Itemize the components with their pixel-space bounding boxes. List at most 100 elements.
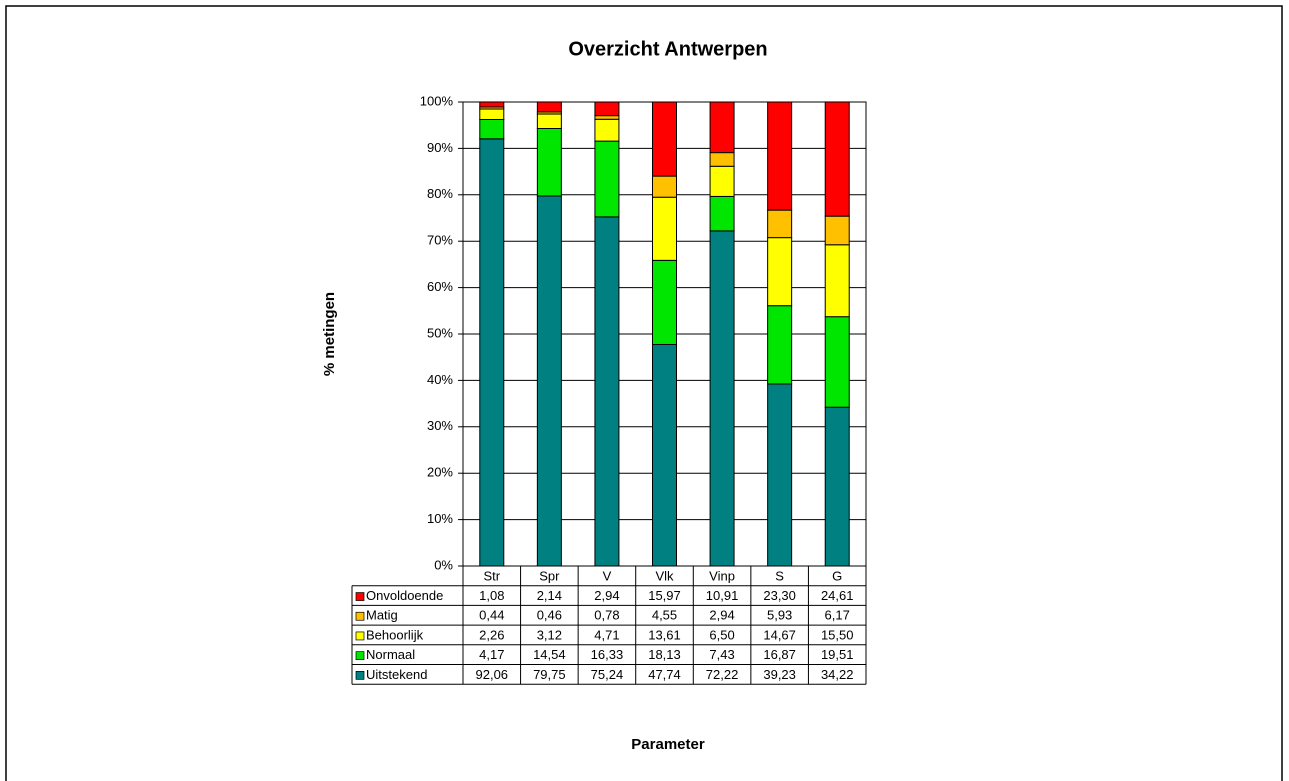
table-value: 18,13 bbox=[648, 647, 681, 662]
y-tick-label: 20% bbox=[427, 465, 453, 480]
x-tick-label: Vinp bbox=[709, 568, 735, 583]
bar-segment bbox=[652, 175, 677, 198]
table-value: 7,43 bbox=[709, 647, 734, 662]
legend-swatch bbox=[355, 631, 365, 641]
y-tick-label: 70% bbox=[427, 233, 453, 248]
bar-segment bbox=[536, 101, 562, 113]
table-value: 79,75 bbox=[533, 667, 566, 682]
table-value: 2,94 bbox=[709, 608, 734, 623]
y-tick-label: 0% bbox=[434, 557, 453, 572]
bar-segment bbox=[652, 101, 677, 177]
y-tick-label: 30% bbox=[427, 418, 453, 433]
table-value: 5,93 bbox=[767, 608, 792, 623]
y-tick-label: 50% bbox=[427, 325, 453, 340]
legend-label: Uitstekend bbox=[366, 667, 427, 682]
bar-segment bbox=[767, 383, 793, 567]
table-value: 2,26 bbox=[479, 627, 504, 642]
table-value: 0,44 bbox=[479, 608, 504, 623]
bar-segment bbox=[824, 406, 850, 567]
table-value: 15,50 bbox=[821, 627, 854, 642]
bar-segment bbox=[824, 316, 850, 408]
bar-segment bbox=[479, 101, 505, 108]
bar-segment bbox=[709, 195, 735, 232]
table-value: 34,22 bbox=[821, 667, 854, 682]
table-value: 19,51 bbox=[821, 647, 854, 662]
bar-segment bbox=[594, 216, 620, 567]
bar-segment bbox=[594, 101, 620, 117]
legend-label: Normaal bbox=[366, 647, 415, 662]
y-tick-label: 90% bbox=[427, 140, 453, 155]
bar-segment bbox=[709, 152, 735, 167]
table-value: 24,61 bbox=[821, 588, 854, 603]
x-tick-label: Vlk bbox=[655, 568, 674, 583]
bar-segment bbox=[479, 108, 505, 120]
y-tick-label: 60% bbox=[427, 279, 453, 294]
legend-swatch bbox=[355, 651, 365, 661]
x-tick-label: V bbox=[603, 568, 612, 583]
legend-swatch bbox=[355, 592, 365, 601]
table-value: 14,67 bbox=[763, 627, 796, 642]
bar-segment bbox=[767, 101, 793, 211]
bar-segment bbox=[652, 343, 677, 567]
table-value: 16,33 bbox=[591, 647, 624, 662]
table-value: 14,54 bbox=[533, 647, 566, 662]
table-value: 47,74 bbox=[648, 667, 681, 682]
table-value: 4,55 bbox=[652, 608, 677, 623]
bar-segment bbox=[767, 305, 793, 385]
table-value: 15,97 bbox=[648, 588, 681, 603]
legend-label: Matig bbox=[366, 608, 398, 623]
legend-label: Behoorlijk bbox=[366, 627, 424, 642]
bar-segment bbox=[709, 230, 735, 567]
x-tick-label: Spr bbox=[539, 568, 560, 583]
table-value: 10,91 bbox=[706, 588, 739, 603]
y-axis-title: % metingen bbox=[321, 292, 338, 376]
table-value: 3,12 bbox=[537, 627, 562, 642]
table-value: 2,14 bbox=[537, 588, 562, 603]
table-value: 39,23 bbox=[763, 667, 796, 682]
bar-segment bbox=[767, 209, 793, 239]
table-value: 72,22 bbox=[706, 667, 739, 682]
table-value: 75,24 bbox=[591, 667, 624, 682]
table-value: 13,61 bbox=[648, 627, 681, 642]
table-value: 0,46 bbox=[537, 608, 562, 623]
table-value: 1,08 bbox=[479, 588, 504, 603]
table-value: 23,30 bbox=[763, 588, 796, 603]
bar-segment bbox=[824, 215, 850, 246]
bar-segment bbox=[536, 127, 562, 197]
x-axis-title: Parameter bbox=[631, 736, 705, 753]
bar-segment bbox=[594, 118, 620, 142]
x-tick-label: S bbox=[775, 568, 784, 583]
y-tick-label: 40% bbox=[427, 372, 453, 387]
bar-segment bbox=[652, 259, 677, 345]
table-value: 4,17 bbox=[479, 647, 504, 662]
bar-segment bbox=[536, 113, 562, 129]
legend-label: Onvoldoende bbox=[366, 588, 443, 603]
bar-segment bbox=[824, 101, 850, 217]
bar-segment bbox=[652, 196, 677, 261]
bar-segment bbox=[709, 101, 735, 154]
x-tick-label: Str bbox=[483, 568, 500, 583]
bar-segment bbox=[594, 115, 620, 120]
legend-swatch bbox=[355, 670, 365, 680]
bar-segment bbox=[594, 140, 620, 218]
table-value: 92,06 bbox=[476, 667, 509, 682]
y-tick-label: 10% bbox=[427, 511, 453, 526]
y-tick-label: 80% bbox=[427, 186, 453, 201]
table-value: 6,17 bbox=[825, 608, 850, 623]
bar-segment bbox=[536, 195, 562, 567]
table-value: 0,78 bbox=[594, 608, 619, 623]
bar-segment bbox=[824, 244, 850, 318]
y-tick-label: 100% bbox=[420, 93, 454, 108]
x-tick-label: G bbox=[832, 568, 842, 583]
table-value: 6,50 bbox=[709, 627, 734, 642]
table-value: 16,87 bbox=[763, 647, 796, 662]
table-value: 2,94 bbox=[594, 588, 619, 603]
chart-title: Overzicht Antwerpen bbox=[568, 38, 767, 60]
legend-swatch bbox=[355, 611, 365, 621]
bar-segment bbox=[709, 165, 735, 197]
bar-segment bbox=[767, 237, 793, 307]
bar-segment bbox=[479, 118, 505, 140]
table-value: 4,71 bbox=[594, 627, 619, 642]
bar-segment bbox=[479, 138, 505, 567]
